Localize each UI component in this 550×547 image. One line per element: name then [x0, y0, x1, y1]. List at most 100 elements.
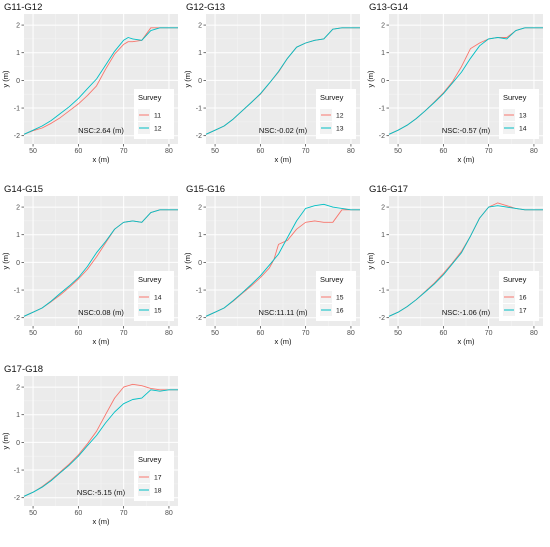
- panel-title: G14-G15: [4, 184, 43, 195]
- y-tick-label: 2: [381, 205, 385, 212]
- legend-title: Survey: [138, 455, 162, 464]
- facet-panel: G13-G14 50 60 70 80 -2 -1 0 1 2 x (m) y (m) NSC:-0.5…: [366, 2, 543, 164]
- x-tick-label: 70: [120, 330, 128, 337]
- legend-item-label: 16: [519, 295, 527, 302]
- panel-title: G11-G12: [4, 2, 42, 13]
- x-axis-label: x (m): [274, 337, 292, 346]
- legend-item-label: 16: [336, 308, 344, 315]
- y-tick-label: 1: [16, 50, 20, 57]
- x-tick-label: 80: [530, 148, 538, 155]
- y-tick-label: 1: [198, 232, 202, 239]
- y-tick-label: 2: [381, 23, 385, 30]
- nsc-annotation: NSC:-0.57 (m): [442, 126, 491, 135]
- x-tick-label: 80: [165, 510, 173, 517]
- x-tick-label: 60: [256, 148, 264, 155]
- facet-panel: G17-G18 50 60 70 80 -2 -1 0 1 2 x (m) y (m) NSC:-5.1…: [1, 364, 178, 526]
- y-tick-label: -2: [14, 495, 20, 502]
- legend-item-label: 15: [336, 295, 344, 302]
- x-axis-label: x (m): [92, 155, 110, 164]
- x-tick-label: 50: [211, 330, 219, 337]
- series-line-17: [23, 383, 178, 497]
- y-axis-label: y (m): [183, 252, 192, 270]
- y-tick-label: -2: [196, 315, 202, 322]
- y-tick-label: 0: [381, 260, 385, 267]
- legend-item-label: 12: [154, 126, 162, 133]
- x-axis-label: x (m): [457, 155, 475, 164]
- x-tick-label: 60: [439, 148, 447, 155]
- y-tick-label: -2: [379, 315, 385, 322]
- panel-title: G15-G16: [186, 184, 225, 195]
- facet-panel: G14-G15 50 60 70 80 -2 -1 0 1 2 x (m) y (m) NSC:0.08…: [1, 184, 178, 346]
- nsc-annotation: NSC:-0.02 (m): [259, 126, 308, 135]
- nsc-annotation: NSC:0.08 (m): [78, 308, 124, 317]
- y-tick-label: 1: [381, 50, 385, 57]
- y-axis-label: y (m): [366, 70, 375, 88]
- y-axis-label: y (m): [183, 70, 192, 88]
- x-tick-label: 50: [394, 330, 402, 337]
- legend-title: Survey: [320, 275, 344, 284]
- panel-title: G16-G17: [369, 184, 408, 195]
- legend-title: Survey: [138, 93, 162, 102]
- y-tick-label: -1: [14, 288, 20, 295]
- x-tick-label: 70: [485, 330, 493, 337]
- x-tick-label: 70: [302, 330, 310, 337]
- series-line-17: [388, 205, 543, 317]
- x-tick-label: 50: [394, 148, 402, 155]
- y-tick-label: -2: [379, 133, 385, 140]
- legend-item-label: 13: [519, 113, 527, 120]
- x-tick-label: 50: [29, 148, 37, 155]
- x-tick-label: 60: [74, 148, 82, 155]
- y-axis-label: y (m): [1, 70, 10, 88]
- y-tick-label: -2: [14, 133, 20, 140]
- series-line-12: [23, 27, 178, 135]
- y-tick-label: 1: [16, 412, 20, 419]
- y-tick-label: 2: [16, 205, 20, 212]
- y-tick-label: -1: [196, 288, 202, 295]
- panel-title: G17-G18: [4, 364, 43, 375]
- x-axis-label: x (m): [92, 517, 110, 526]
- legend-item-label: 17: [519, 308, 527, 315]
- x-tick-label: 80: [165, 330, 173, 337]
- legend-title: Survey: [320, 93, 344, 102]
- y-axis-label: y (m): [1, 432, 10, 450]
- y-tick-label: 2: [16, 385, 20, 392]
- y-tick-label: 0: [16, 440, 20, 447]
- series-line-14: [388, 27, 543, 135]
- x-tick-label: 50: [211, 148, 219, 155]
- y-tick-label: -1: [379, 106, 385, 113]
- y-tick-label: 1: [16, 232, 20, 239]
- legend-item-label: 18: [154, 488, 162, 495]
- y-tick-label: 0: [16, 260, 20, 267]
- panel-title: G12-G13: [186, 2, 225, 13]
- x-tick-label: 60: [74, 510, 82, 517]
- x-tick-label: 70: [120, 510, 128, 517]
- y-axis-label: y (m): [1, 252, 10, 270]
- series-line-15: [23, 209, 178, 317]
- legend-item-label: 14: [154, 295, 162, 302]
- nsc-annotation: NSC:11.11 (m): [259, 308, 308, 317]
- series-line-18: [23, 389, 178, 497]
- legend-item-label: 11: [154, 113, 161, 120]
- x-tick-label: 80: [347, 148, 355, 155]
- x-tick-label: 60: [439, 330, 447, 337]
- y-tick-label: 0: [381, 78, 385, 85]
- y-axis-label: y (m): [366, 252, 375, 270]
- legend-item-label: 12: [336, 113, 344, 120]
- y-tick-label: 0: [198, 78, 202, 85]
- x-tick-label: 70: [302, 148, 310, 155]
- x-tick-label: 50: [29, 330, 37, 337]
- y-tick-label: 0: [198, 260, 202, 267]
- x-tick-label: 50: [29, 510, 37, 517]
- y-tick-label: -1: [196, 106, 202, 113]
- legend-title: Survey: [138, 275, 162, 284]
- legend-item-label: 13: [336, 126, 344, 133]
- x-tick-label: 80: [530, 330, 538, 337]
- y-tick-label: -2: [196, 133, 202, 140]
- x-axis-label: x (m): [274, 155, 292, 164]
- y-tick-label: 2: [198, 23, 202, 30]
- nsc-annotation: NSC:-1.06 (m): [442, 308, 491, 317]
- legend-item-label: 15: [154, 308, 162, 315]
- facet-panel: G15-G16 50 60 70 80 -2 -1 0 1 2 x (m) y (m) NSC:11.1…: [183, 184, 360, 346]
- y-tick-label: -1: [14, 468, 20, 475]
